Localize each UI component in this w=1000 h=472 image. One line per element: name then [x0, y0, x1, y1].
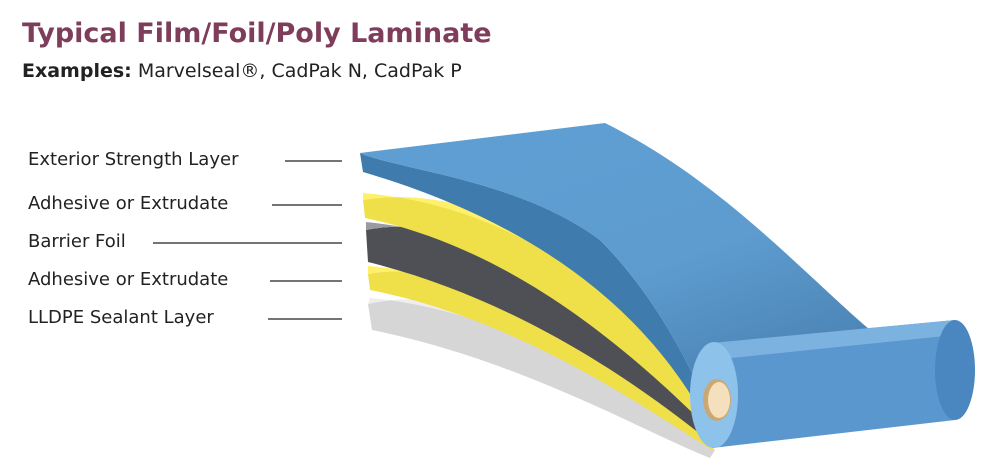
- subtitle: Examples: Marvelseal®, CadPak N, CadPak …: [22, 60, 462, 82]
- leader-lines: [153, 160, 342, 320]
- layer-label: LLDPE Sealant Layer: [28, 307, 214, 328]
- layer-label: Barrier Foil: [28, 231, 126, 252]
- layer-label: Exterior Strength Layer: [28, 149, 239, 170]
- examples-label: Examples:: [22, 60, 132, 82]
- examples-text: Marvelseal®, CadPak N, CadPak P: [137, 60, 462, 82]
- layer-label: Adhesive or Extrudate: [28, 193, 229, 214]
- title: Typical Film/Foil/Poly Laminate: [22, 18, 492, 49]
- layer-label: Adhesive or Extrudate: [28, 269, 229, 290]
